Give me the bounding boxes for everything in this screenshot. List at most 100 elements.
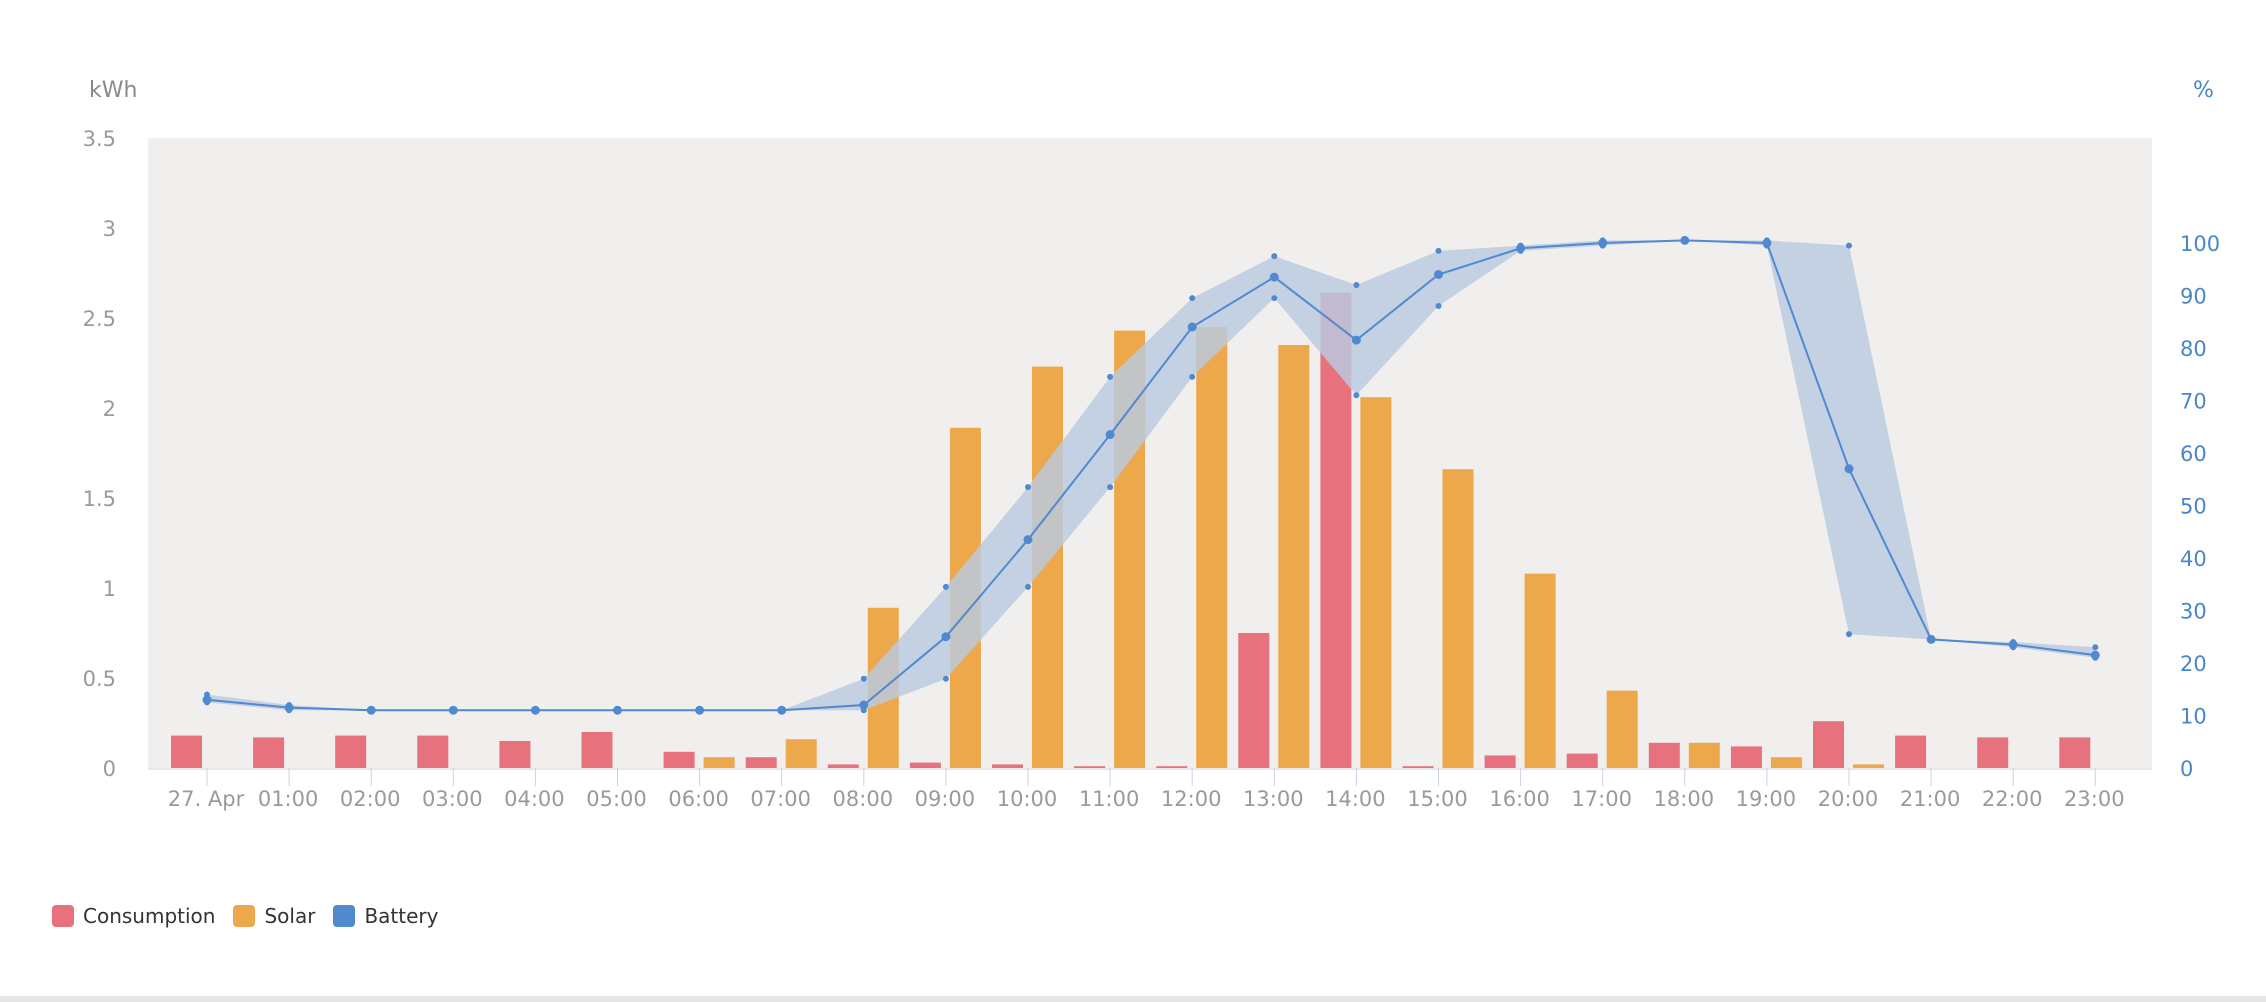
x-axis-tick-label: 18:00 (1654, 787, 1715, 811)
legend-label-battery: Battery (364, 904, 439, 928)
battery-min-point (532, 707, 539, 714)
left-axis-tick-label: 3 (103, 217, 116, 241)
x-axis-tick-label: 12:00 (1161, 787, 1222, 811)
axis-layer: 0 0.5 1 1.5 2 2.5 3 3.5 0 10 20 30 40 50 60 70 80 90 100 27… (83, 127, 2221, 811)
x-axis-tick-label: 10:00 (997, 787, 1058, 811)
x-axis-tick-label: 23:00 (2064, 787, 2125, 811)
consumption-bar (1566, 753, 1598, 768)
right-axis-tick-label: 10 (2180, 705, 2207, 729)
consumption-bar (1648, 742, 1680, 768)
x-axis-tick-label: 27. Apr (168, 787, 245, 811)
battery-line (206, 239, 2096, 712)
bottom-divider (0, 996, 2266, 1002)
solar-bar (1853, 764, 1884, 768)
consumption-bar (1895, 735, 1927, 768)
battery-max-point (1353, 282, 1360, 288)
x-axis-tick-label: 14:00 (1325, 787, 1386, 811)
battery-min-point (614, 707, 621, 714)
x-axis-tick-label: 16:00 (1489, 787, 1550, 811)
consumption-bar (745, 757, 777, 768)
battery-min-point (368, 707, 375, 714)
x-axis-tick-label: 22:00 (1982, 787, 2043, 811)
battery-min-point (1353, 392, 1360, 399)
battery-min-point (450, 707, 457, 714)
x-axis-tick-label: 02:00 (340, 787, 401, 811)
x-axis-tick-label: 01:00 (258, 787, 319, 811)
x-axis-tick-label: 03:00 (422, 787, 483, 811)
consumption-bar (1484, 755, 1516, 768)
battery-min-point (1271, 295, 1278, 302)
battery-max-point (1763, 237, 1770, 244)
battery-max-point (942, 583, 949, 590)
right-axis-tick-label: 100 (2180, 232, 2220, 256)
left-axis-unit-label: kWh (89, 78, 137, 103)
legend-item-consumption[interactable]: Consumption (52, 904, 215, 928)
battery-point (941, 632, 951, 642)
solar-bar (1606, 690, 1638, 768)
x-axis-tick-label: 08:00 (833, 787, 894, 811)
battery-max-point (1271, 253, 1278, 260)
battery-min-point (1435, 303, 1442, 309)
battery-max-point (1107, 373, 1114, 380)
legend-item-battery[interactable]: Battery (333, 904, 438, 928)
consumption-bar (1977, 737, 2009, 768)
solar-bar (785, 739, 817, 768)
consumption-bar (1730, 746, 1762, 768)
consumption-bar (909, 762, 941, 768)
battery-point (1105, 430, 1115, 440)
consumption-bar (2059, 737, 2091, 768)
x-axis-tick-label: 05:00 (586, 787, 647, 811)
left-axis-tick-label: 2 (103, 397, 116, 421)
consumption-bar (1402, 766, 1434, 768)
right-axis-tick-label: 30 (2180, 600, 2207, 624)
solar-bar (1278, 345, 1310, 768)
right-axis-tick-label: 20 (2180, 652, 2207, 676)
x-axis-tick-label: 17:00 (1571, 787, 1632, 811)
battery-max-point (1599, 237, 1606, 244)
right-axis-tick-label: 80 (2180, 337, 2207, 361)
battery-point (1187, 322, 1197, 332)
x-axis-tick-label: 09:00 (915, 787, 976, 811)
battery-min-point (2092, 654, 2099, 661)
right-axis-tick-label: 90 (2180, 285, 2207, 309)
x-axis-tick-label: 06:00 (668, 787, 729, 811)
consumption-bar (827, 764, 859, 768)
legend: Consumption Solar Battery (52, 904, 438, 928)
right-axis-unit-label: % (2193, 78, 2214, 103)
x-axis-tick-label: 19:00 (1736, 787, 1797, 811)
battery-point (1023, 535, 1033, 545)
battery-point (859, 700, 869, 710)
battery-point (1351, 335, 1361, 345)
right-axis-tick-label: 70 (2180, 390, 2207, 414)
left-axis-tick-label: 0 (103, 757, 116, 781)
battery-min-point (778, 707, 785, 714)
battery-max-point (1189, 295, 1196, 302)
battery-max-point (286, 702, 293, 708)
consumption-bar (1074, 766, 1106, 768)
solar-bar (1770, 757, 1802, 768)
x-axis-tick-label: 07:00 (750, 787, 811, 811)
solar-bar (1442, 469, 1474, 768)
consumption-bar (171, 735, 202, 768)
consumption-bar (417, 735, 449, 768)
left-axis-tick-label: 2.5 (83, 307, 116, 331)
battery-swatch (333, 905, 356, 927)
right-axis-tick-label: 50 (2180, 495, 2207, 519)
battery-max-point (2092, 644, 2099, 651)
left-axis-tick-label: 3.5 (83, 127, 116, 151)
left-axis-tick-label: 0.5 (83, 667, 116, 691)
battery-min-point (696, 707, 703, 714)
solar-bar (1196, 327, 1228, 768)
right-axis-tick-label: 40 (2180, 547, 2207, 571)
battery-min-point (860, 707, 867, 714)
left-axis-tick-label: 1 (103, 577, 116, 601)
consumption-bar (1156, 766, 1188, 768)
consumption-bar (1238, 633, 1270, 768)
battery-point (1434, 270, 1443, 279)
x-axis-tick-label: 11:00 (1079, 787, 1140, 811)
consumption-bar (499, 741, 531, 768)
x-axis-tick-label: 21:00 (1900, 787, 1961, 811)
legend-item-solar[interactable]: Solar (233, 904, 315, 928)
